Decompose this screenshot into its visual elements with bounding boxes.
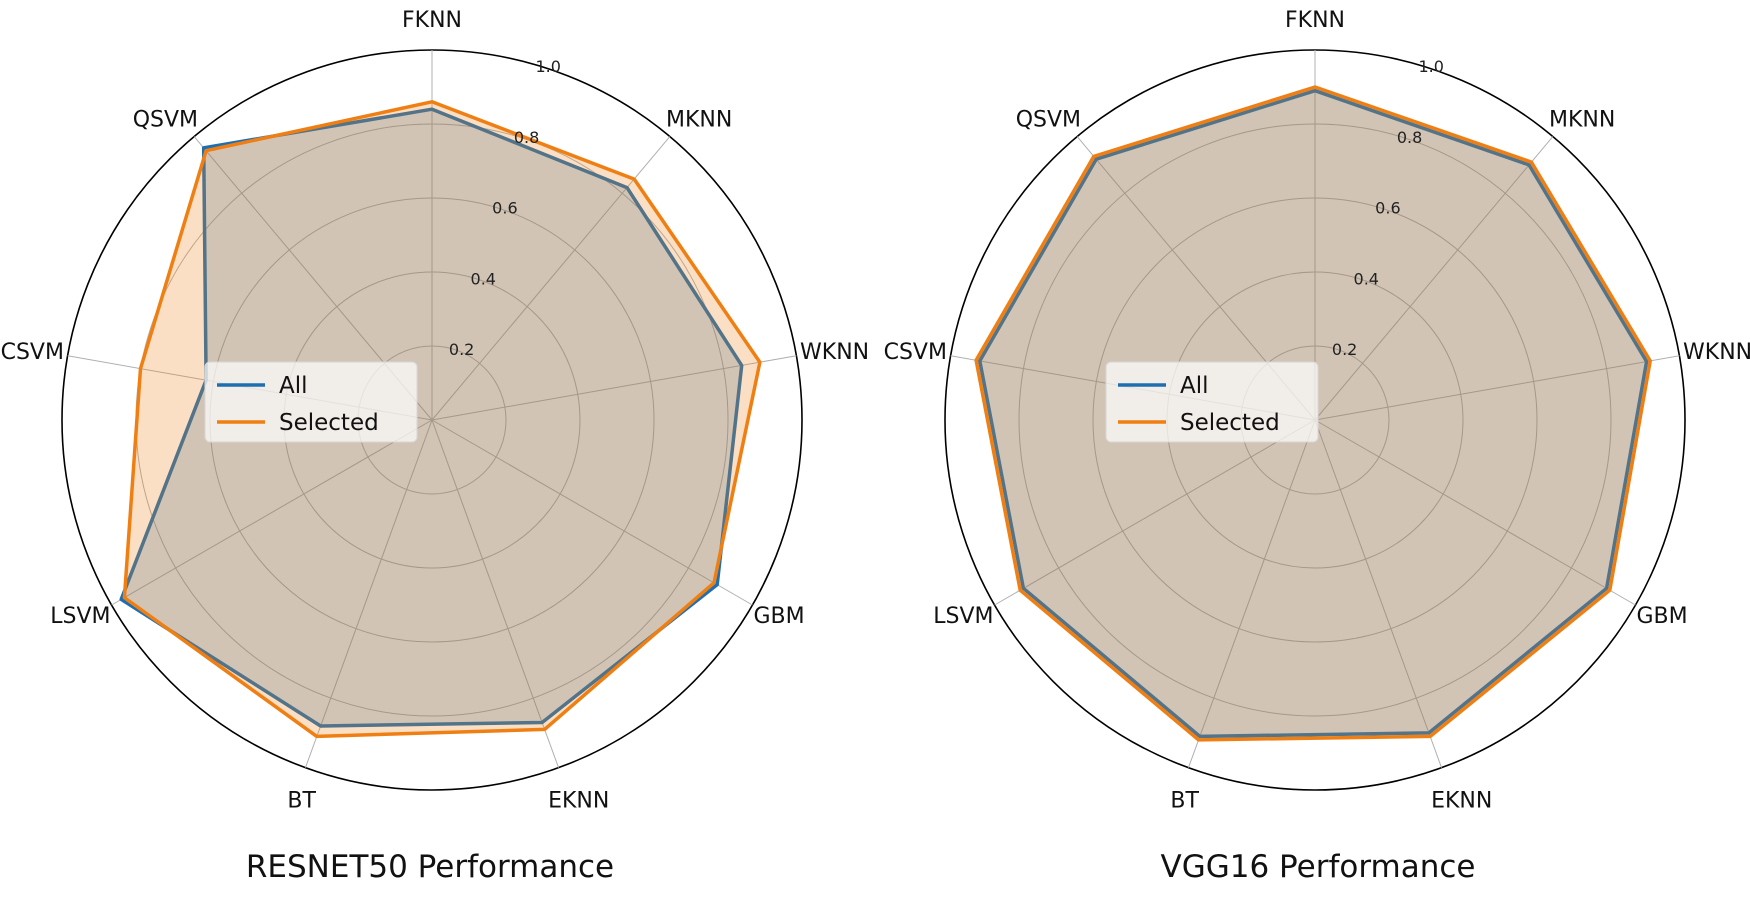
category-label: WKNN (800, 340, 869, 365)
radial-tick-label: 0.4 (1354, 269, 1379, 288)
legend-label-all: All (1180, 373, 1209, 399)
spoke (431, 419, 753, 606)
chart-title: RESNET50 Performance (246, 849, 614, 885)
radial-tick-label: 0.6 (1375, 199, 1400, 218)
spoke (1314, 419, 1443, 768)
spoke (1314, 355, 1680, 421)
category-label: LSVM (50, 604, 110, 629)
category-label: GBM (753, 604, 804, 629)
radial-tick-label: 0.2 (449, 340, 474, 359)
radial-tick-label: 0.4 (471, 269, 496, 288)
radar-chart-1: 0.2 0.4 0.6 0.8 1.0 FKNN MKNN WKNN GBM EKNN BT LSVM… (1, 8, 870, 885)
category-label: BT (1170, 788, 1199, 813)
category-label: FKNN (1285, 8, 1345, 33)
radial-tick-label: 0.2 (1332, 340, 1357, 359)
category-label: LSVM (933, 604, 993, 629)
spoke (1187, 419, 1316, 768)
radial-tick-label: 1.0 (535, 57, 560, 76)
legend-label-all: All (279, 373, 308, 399)
category-label: WKNN (1683, 340, 1750, 365)
radial-tick-label: 0.8 (1397, 128, 1422, 147)
spoke (1314, 419, 1636, 606)
radial-tick-label: 0.8 (514, 128, 539, 147)
chart-title: VGG16 Performance (1161, 849, 1476, 885)
category-label: GBM (1636, 604, 1687, 629)
series-all-polygon (119, 107, 744, 728)
spoke (994, 419, 1316, 606)
spoke (431, 136, 671, 421)
category-label: EKNN (548, 788, 609, 813)
legend-label-selected: Selected (279, 410, 379, 436)
radar-chart-2: 0.2 0.4 0.6 0.8 1.0 FKNN MKNN WKNN GBM EKNN BT LSVM… (884, 8, 1750, 885)
spoke (431, 355, 797, 421)
category-label: MKNN (1549, 108, 1615, 133)
spoke (1314, 136, 1554, 421)
spoke (431, 419, 560, 768)
category-label: FKNN (402, 8, 462, 33)
category-label: QSVM (1016, 108, 1081, 133)
category-label: EKNN (1431, 788, 1492, 813)
series-selected-polygon (122, 100, 762, 739)
legend: All Selected (1105, 361, 1319, 443)
category-label: CSVM (1, 340, 64, 365)
legend: All Selected (204, 361, 418, 443)
category-label: MKNN (666, 108, 732, 133)
category-label: QSVM (133, 108, 198, 133)
spoke (111, 419, 433, 606)
spoke (304, 419, 433, 768)
category-label: BT (287, 788, 316, 813)
radial-tick-label: 0.6 (492, 199, 517, 218)
category-label: CSVM (884, 340, 947, 365)
radial-tick-label: 1.0 (1418, 57, 1443, 76)
legend-label-selected: Selected (1180, 410, 1280, 436)
